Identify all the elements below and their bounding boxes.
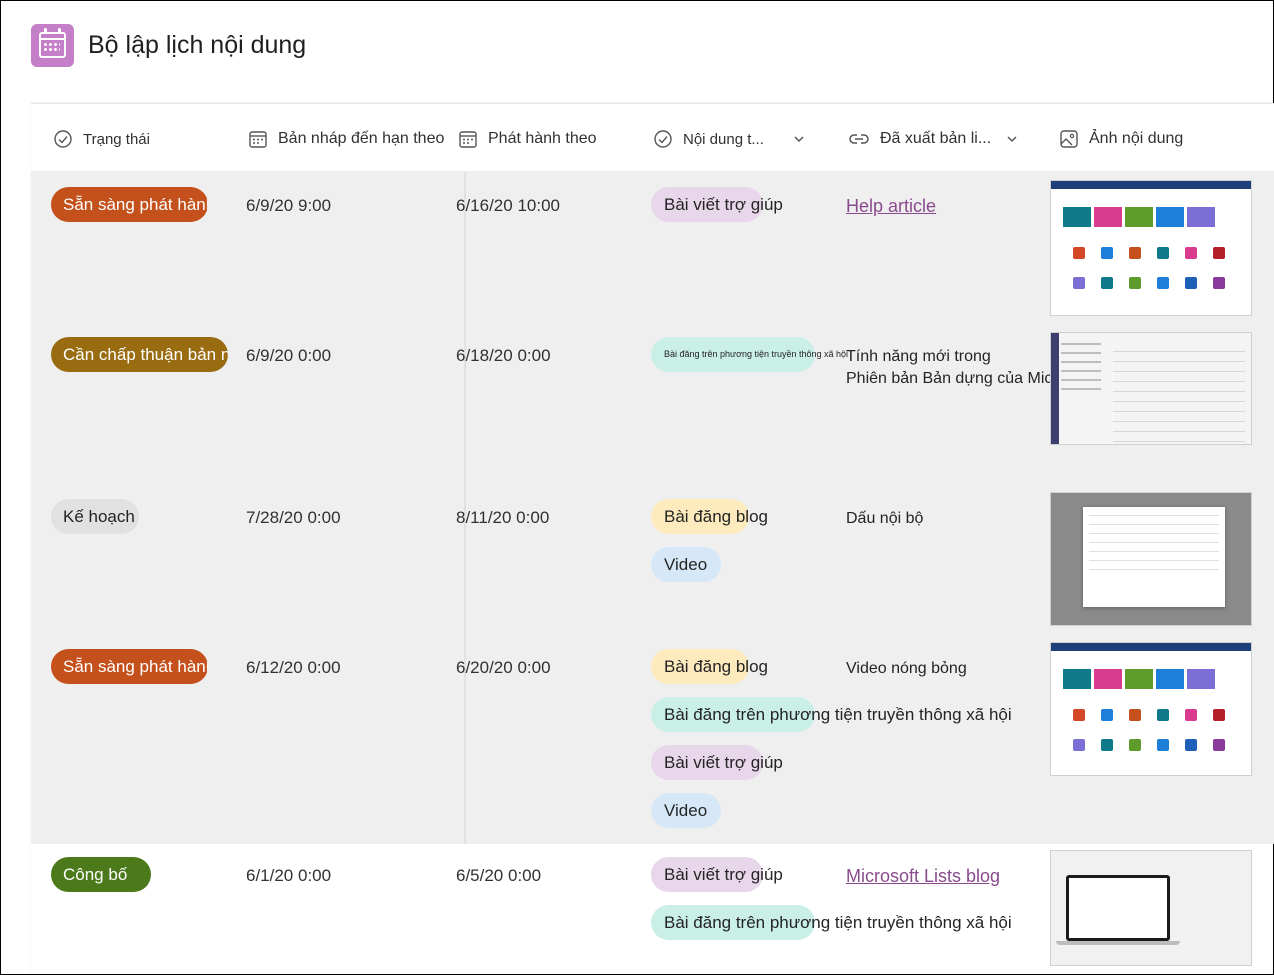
status-badge[interactable]: Sẵn sàng phát hành	[51, 649, 208, 684]
column-header-label: Nội dung t...	[683, 130, 764, 148]
content-type-tag[interactable]: Bài đăng blog	[651, 499, 768, 534]
column-header-label: Phát hành theo	[488, 130, 597, 147]
calendar-icon	[459, 131, 477, 148]
column-header-label: Đã xuất bản li...	[880, 130, 992, 147]
column-header-label: Bản nháp đến hạn theo	[278, 130, 445, 147]
publish-by-date: 6/20/20 0:00	[456, 658, 551, 677]
status-check-icon	[654, 130, 672, 148]
content-image-thumbnail[interactable]	[1050, 850, 1252, 966]
status-badge[interactable]: Công bố	[51, 857, 151, 892]
column-header-published-link[interactable]: Đã xuất bản li...	[848, 128, 1019, 150]
app-title: Bộ lập lịch nội dung	[88, 30, 307, 59]
status-badge[interactable]: Sẵn sàng phát hành	[51, 187, 208, 222]
column-header-status[interactable]: Trạng thái	[53, 128, 150, 150]
content-type-tag[interactable]: Video	[651, 547, 721, 582]
image-icon	[1060, 130, 1078, 148]
published-text: Phiên bản Bản dựng của Microsoft	[846, 370, 1093, 387]
content-list: Trạng thái Bản nháp đến hạn theo Phát hà…	[31, 103, 1274, 975]
column-header-publish-by[interactable]: Phát hành theo	[458, 128, 597, 150]
draft-due-date: 7/28/20 0:00	[246, 508, 341, 527]
publish-by-date: 8/11/20 0:00	[456, 508, 550, 527]
status-badge[interactable]: Cần chấp thuận bản nháp	[51, 337, 228, 372]
content-type-tag[interactable]: Bài đăng trên phương tiện truyền thông x…	[651, 697, 1012, 732]
content-type-tag[interactable]: Bài đăng blog	[651, 649, 768, 684]
published-text: Tính năng mới trong	[846, 348, 991, 365]
draft-due-date: 6/1/20 0:00	[246, 866, 332, 885]
status-check-icon	[54, 130, 72, 148]
column-headers: Trạng thái Bản nháp đến hạn theo Phát hà…	[31, 104, 1274, 172]
publish-by-date: 6/16/20 10:00	[456, 196, 560, 215]
content-type-tag[interactable]: Video	[651, 793, 721, 828]
content-image-thumbnail[interactable]	[1050, 180, 1252, 316]
content-image-thumbnail[interactable]	[1050, 492, 1252, 626]
chevron-down-icon[interactable]	[792, 132, 806, 146]
published-text: Dấu nội bộ	[846, 510, 924, 527]
content-type-tag[interactable]: Bài viết trợ giúp	[651, 857, 783, 892]
column-header-label: Trạng thái	[83, 130, 150, 148]
draft-due-date: 6/9/20 0:00	[246, 346, 332, 365]
published-link[interactable]: Help article	[846, 196, 937, 216]
column-header-content-image[interactable]: Ảnh nội dung	[1059, 128, 1183, 150]
content-type-tag[interactable]: Bài đăng trên phương tiện truyền thông x…	[651, 337, 848, 372]
column-header-label: Ảnh nội dung	[1089, 130, 1184, 147]
draft-due-date: 6/12/20 0:00	[246, 658, 341, 677]
column-divider	[464, 172, 466, 844]
content-image-thumbnail[interactable]	[1050, 642, 1252, 776]
content-type-tag[interactable]: Bài đăng trên phương tiện truyền thông x…	[651, 905, 1012, 940]
content-image-thumbnail[interactable]	[1050, 332, 1252, 445]
column-header-content-type[interactable]: Nội dung t...	[653, 128, 806, 150]
app-header: Bộ lập lịch nội dung	[31, 23, 306, 67]
draft-due-date: 6/9/20 9:00	[246, 196, 332, 215]
chevron-down-icon[interactable]	[1005, 132, 1019, 146]
content-type-tag[interactable]: Bài viết trợ giúp	[651, 187, 783, 222]
publish-by-date: 6/18/20 0:00	[456, 346, 551, 365]
link-icon	[849, 134, 869, 144]
publish-by-date: 6/5/20 0:00	[456, 866, 542, 885]
status-badge[interactable]: Kế hoạch	[51, 499, 139, 534]
published-link[interactable]: Microsoft Lists blog	[846, 866, 1001, 886]
calendar-app-icon	[31, 23, 74, 67]
published-text: Video nóng bỏng	[846, 660, 967, 677]
calendar-icon	[249, 131, 267, 148]
column-header-draft-due[interactable]: Bản nháp đến hạn theo	[248, 128, 444, 150]
content-type-tag[interactable]: Bài viết trợ giúp	[651, 745, 783, 780]
